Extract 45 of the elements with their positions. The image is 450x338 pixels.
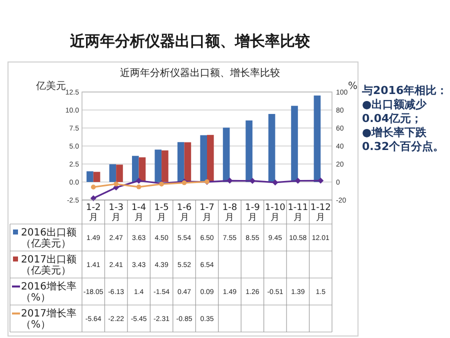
text: ●出口额减少0.04亿元；	[362, 98, 428, 126]
chart-title: 近两年分析仪器出口额、增长率比较	[69, 32, 311, 50]
x-tick-label: 1-12月	[310, 203, 331, 224]
x-tick-label: 1-10月	[264, 203, 286, 224]
bar	[177, 142, 184, 182]
x-tick-label: 1-6月	[176, 203, 192, 224]
bar	[184, 142, 192, 182]
bar	[222, 128, 230, 182]
chart-subtitle: 近两年分析仪器出口额、增长率比较	[120, 67, 280, 79]
point	[136, 178, 142, 184]
x-tick-label: 1-5月	[154, 203, 169, 224]
x-tick-label: 1-8月	[222, 203, 238, 224]
point	[318, 178, 324, 184]
bar	[314, 96, 321, 182]
x-tick-label: 1-11月	[288, 203, 308, 224]
legend-label: 2017出口额（亿美元）	[21, 254, 76, 276]
bar	[132, 156, 139, 182]
bar	[93, 172, 100, 182]
x-tick-label: 1-3月	[108, 203, 124, 224]
point	[90, 184, 96, 190]
x-tick-label: 1-9月	[245, 203, 260, 224]
legend-label: 2017增长率（%）	[21, 308, 76, 330]
point	[294, 178, 301, 184]
text: 与2016年相比：	[362, 84, 449, 98]
bar	[109, 164, 116, 182]
y2-axis-title: %	[348, 81, 358, 92]
bar	[207, 134, 214, 182]
point	[136, 184, 142, 190]
y-axis-title: 亿美元	[35, 80, 66, 92]
x-tick-label: 1-7月	[200, 203, 214, 224]
point	[114, 182, 118, 186]
bar	[246, 120, 252, 182]
bar	[268, 114, 276, 182]
legend-label: 2016增长率（%）	[21, 280, 76, 304]
bar	[86, 171, 94, 182]
x-tick-label: 1-4月	[131, 203, 146, 224]
text: ●增长率下跌0.32个百分点。	[362, 126, 446, 154]
bar	[291, 106, 298, 182]
bar	[116, 164, 123, 182]
legend-label: 2016出口额（亿美元）	[21, 226, 76, 250]
point	[272, 179, 278, 186]
bar	[162, 150, 168, 182]
bar	[200, 135, 207, 182]
x-tick-label: 1-2月	[86, 203, 101, 224]
bar	[154, 150, 162, 182]
